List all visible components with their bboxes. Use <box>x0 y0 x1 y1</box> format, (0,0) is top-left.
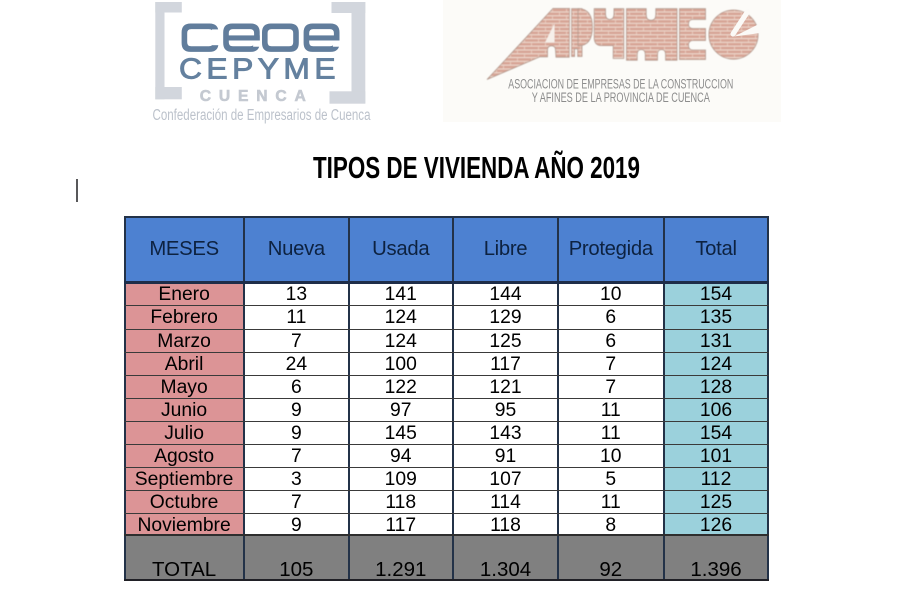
svg-text:CUENCA: CUENCA <box>200 88 314 105</box>
svg-text:Y AFINES DE LA PROVINCIA DE CU: Y AFINES DE LA PROVINCIA DE CUENCA <box>532 90 710 105</box>
svg-text:ASOCIACION DE EMPRESAS DE LA C: ASOCIACION DE EMPRESAS DE LA CONSTRUCCIO… <box>508 77 733 92</box>
svg-text:Confederación de Empresarios d: Confederación de Empresarios de Cuenca <box>153 107 371 124</box>
svg-text:CEPYME: CEPYME <box>179 54 340 86</box>
